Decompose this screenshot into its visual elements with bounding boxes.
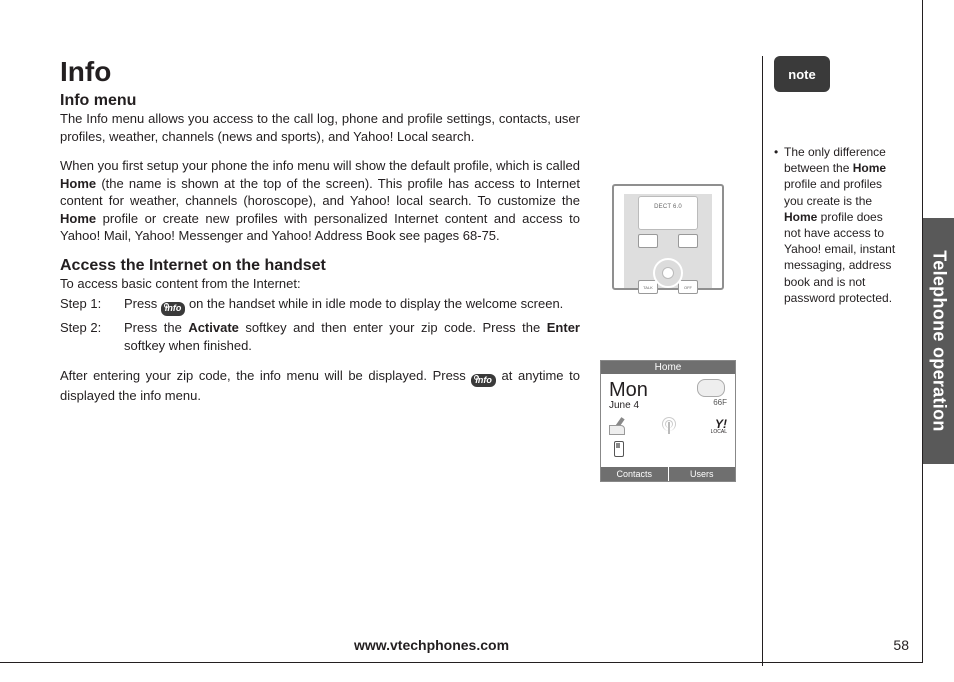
note-sidebar: note The only difference between the Hom… — [762, 56, 904, 306]
handset-screen-illustration: Home Mon June 4 66F Y! LOCAL — [600, 360, 736, 482]
paragraph: The Info menu allows you access to the c… — [60, 110, 580, 145]
step-label: Step 1: — [60, 295, 124, 316]
footer: www.vtechphones.com 58 — [0, 637, 923, 653]
off-key: OFF — [678, 280, 698, 294]
divider — [762, 56, 763, 666]
weather-icon — [697, 379, 725, 397]
step-item: Step 2: Press the Activate softkey and t… — [60, 319, 580, 355]
footer-rule — [0, 662, 923, 663]
steps-list: Step 1: Press info on the handset while … — [60, 295, 580, 355]
step-item: Step 1: Press info on the handset while … — [60, 295, 580, 316]
handset-icon — [609, 441, 627, 463]
note-badge: note — [774, 56, 830, 92]
paragraph: After entering your zip code, the info m… — [60, 367, 580, 405]
softkey-icon — [678, 234, 698, 248]
paragraph: When you first setup your phone the info… — [60, 157, 580, 245]
antenna-icon — [660, 417, 678, 435]
step-text: Press info on the handset while in idle … — [124, 295, 580, 316]
note-text: The only difference between the Home pro… — [774, 144, 904, 306]
screen-titlebar: Home — [601, 361, 735, 374]
nav-ring-icon — [653, 258, 683, 288]
talk-key: TALK — [638, 280, 658, 294]
brand-label: DECT 6.0 — [654, 204, 682, 210]
softkey-left: Contacts — [601, 467, 669, 481]
softkey-bar: Contacts Users — [601, 467, 735, 481]
page: { "header": { "title": "Info", "subtitle… — [0, 0, 954, 682]
section-heading: Info menu — [60, 92, 580, 110]
main-column: Info Info menu The Info menu allows you … — [60, 56, 580, 405]
handset-illustration-top: DECT 6.0 TALK OFF — [612, 184, 724, 290]
page-title: Info — [60, 56, 580, 88]
day-label: Mon — [609, 379, 648, 402]
info-icon: info — [471, 374, 496, 387]
notes-icon — [609, 417, 627, 435]
info-icon: info — [161, 302, 186, 316]
temperature-label: 66F — [695, 398, 727, 407]
softkey-icon — [638, 234, 658, 248]
page-number: 58 — [863, 637, 923, 653]
step-text: Press the Activate softkey and then ente… — [124, 319, 580, 355]
select-button-icon — [662, 267, 674, 279]
local-label: LOCAL — [711, 429, 727, 435]
footer-url: www.vtechphones.com — [0, 637, 863, 653]
section-tab: Telephone operation — [923, 218, 954, 464]
step-label: Step 2: — [60, 319, 124, 355]
paragraph: To access basic content from the Interne… — [60, 275, 580, 293]
section-heading: Access the Internet on the handset — [60, 257, 580, 275]
softkey-right: Users — [669, 467, 736, 481]
